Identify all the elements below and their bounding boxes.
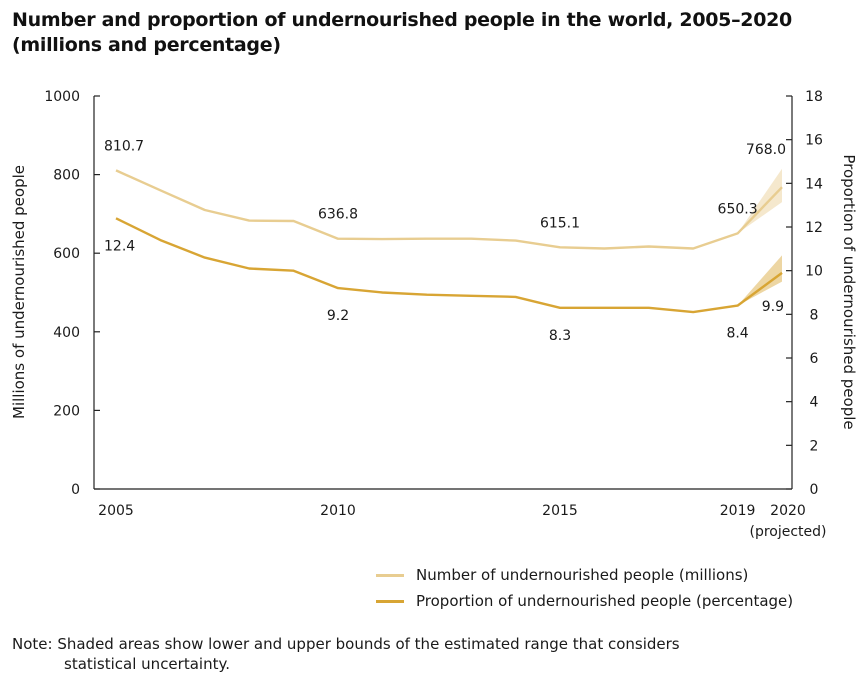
y-right-tick-label: 16 xyxy=(805,133,823,149)
chart-canvas: 0 200 400 600 800 1000 0 2 4 6 8 10 12 14 16 18 2005 2010… xyxy=(10,89,858,540)
y-right-tick-label: 10 xyxy=(805,264,823,280)
data-label: 650.3 xyxy=(718,201,758,217)
legend-swatch-number xyxy=(376,573,404,577)
uncertainty-band-proportion xyxy=(737,255,782,306)
y-right-tick-label: 18 xyxy=(805,89,823,105)
data-label: 810.7 xyxy=(104,138,144,154)
y-right-tick-label: 8 xyxy=(810,307,819,323)
axes-layer: 0 200 400 600 800 1000 0 2 4 6 8 10 12 14 16 18 2005 2010… xyxy=(44,89,826,540)
x-tick-label: 2015 xyxy=(542,503,578,519)
y-left-tick-label: 600 xyxy=(53,246,80,262)
data-label: 9.2 xyxy=(327,308,349,324)
chart-title-line2: (millions and percentage) xyxy=(12,34,281,56)
legend: Number of undernourished people (million… xyxy=(376,563,793,615)
y-axis-right-title: Proportion of undernourished people xyxy=(840,154,858,429)
y-right-tick-label: 0 xyxy=(810,482,819,498)
series-line-number xyxy=(115,169,783,250)
series-line-proportion xyxy=(115,217,783,314)
data-label: 768.0 xyxy=(746,142,786,158)
y-left-tick-label: 200 xyxy=(53,403,80,419)
y-right-tick-label: 6 xyxy=(810,351,819,367)
y-left-tick-label: 400 xyxy=(53,325,80,341)
legend-swatch-proportion xyxy=(376,599,404,603)
chart-title: Number and proportion of undernourished … xyxy=(12,8,852,58)
note-line2: statistical uncertainty. xyxy=(64,655,230,673)
chart-title-line1: Number and proportion of undernourished … xyxy=(12,9,792,31)
note-line1: Note: Shaded areas show lower and upper … xyxy=(12,635,680,653)
x-tick-label: 2020 xyxy=(770,503,806,519)
data-label: 8.3 xyxy=(549,328,571,344)
uncertainty-bands xyxy=(737,168,782,306)
data-label: 9.9 xyxy=(762,299,784,315)
legend-label-number: Number of undernourished people (million… xyxy=(416,566,749,584)
data-labels: 810.7 636.8 615.1 650.3 768.0 12.4 9.2 8.3 8.4 9.… xyxy=(104,138,786,343)
chart-note: Note: Shaded areas show lower and upper … xyxy=(12,634,812,674)
uncertainty-band-number xyxy=(737,168,782,234)
y-right-tick-label: 2 xyxy=(810,438,819,454)
legend-label-proportion: Proportion of undernourished people (per… xyxy=(416,592,794,610)
y-axis-left-title: Millions of undernourished people xyxy=(10,165,28,419)
y-left-tick-label: 800 xyxy=(53,168,80,184)
y-left-tick-label: 0 xyxy=(71,482,80,498)
x-tick-label: 2010 xyxy=(320,503,356,519)
series-lines xyxy=(115,169,783,314)
data-label: 636.8 xyxy=(318,207,358,223)
x-tick-label: 2005 xyxy=(98,503,134,519)
y-right-tick-label: 12 xyxy=(805,220,823,236)
legend-item-proportion: Proportion of undernourished people (per… xyxy=(376,589,793,613)
x-tick-label: 2019 xyxy=(720,503,756,519)
y-right-tick-label: 14 xyxy=(805,176,823,192)
data-label: 8.4 xyxy=(726,326,748,342)
y-right-tick-label: 4 xyxy=(810,395,819,411)
data-label: 12.4 xyxy=(104,238,135,254)
x-tick-sublabel: (projected) xyxy=(749,524,826,540)
legend-item-number: Number of undernourished people (million… xyxy=(376,563,793,587)
data-label: 615.1 xyxy=(540,215,580,231)
y-left-tick-label: 1000 xyxy=(44,89,80,105)
